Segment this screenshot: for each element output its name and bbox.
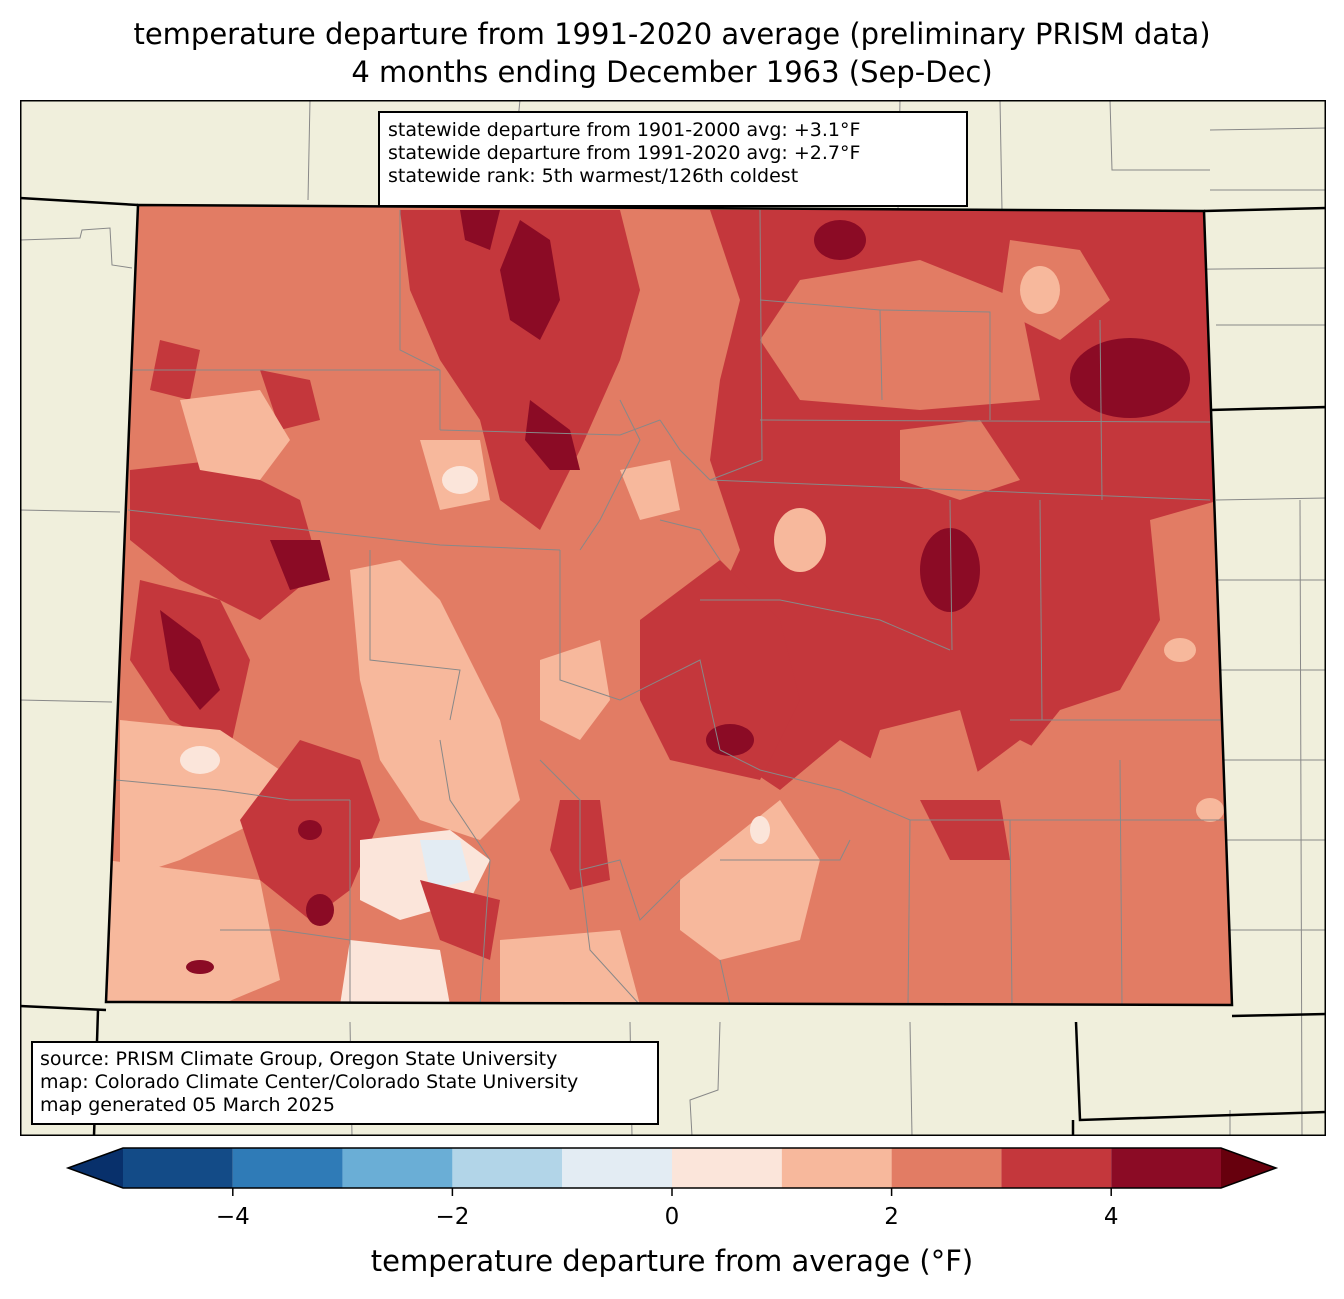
colorbar-tick-label: −4 (215, 1204, 250, 1230)
statewide-stats-box: statewide departure from 1901-2000 avg: … (378, 111, 968, 207)
colorbar-bin (452, 1148, 563, 1188)
state-boundaries (20, 196, 1326, 1136)
colorado-border (104, 203, 1234, 1007)
map-title-line-1: temperature departure from 1991-2020 ave… (133, 17, 1211, 51)
colorado-temperature-map (20, 100, 1326, 1136)
colorbar-tick-label: −2 (435, 1204, 470, 1230)
colorbar-outline (65, 1147, 1279, 1189)
map-frame (20, 100, 1326, 1136)
colorbar-label: temperature departure from average (°F) (370, 1244, 974, 1278)
credits-line-3: map generated 05 March 2025 (40, 1094, 335, 1116)
colorbar-tick-label: 4 (1103, 1204, 1119, 1230)
colorbar-bin (1001, 1148, 1112, 1188)
temperature-contours (106, 205, 1232, 1005)
credits-line-2: map: Colorado Climate Center/Colorado St… (40, 1071, 579, 1093)
colorbar-bin (672, 1148, 782, 1188)
colorbar-bin (232, 1148, 343, 1188)
colorbar-bin (562, 1148, 672, 1188)
credits-line-1: source: PRISM Climate Group, Oregon Stat… (40, 1048, 558, 1070)
colorbar-bin (342, 1148, 453, 1188)
map-title-line-2: 4 months ending December 1963 (Sep-Dec) (351, 55, 993, 89)
colorbar (65, 1147, 1279, 1196)
colorbar-tick-label: 2 (884, 1204, 899, 1230)
credits-box: source: PRISM Climate Group, Oregon Stat… (31, 1041, 659, 1125)
colorbar-bin (781, 1148, 892, 1188)
colorbar-tick-label: 0 (664, 1204, 680, 1230)
stats-line-1: statewide departure from 1901-2000 avg: … (388, 119, 861, 141)
colorbar-bin (123, 1148, 233, 1188)
stats-line-2: statewide departure from 1991-2020 avg: … (388, 142, 861, 164)
colorbar-over-extension (1221, 1148, 1276, 1188)
stats-line-3: statewide rank: 5th warmest/126th coldes… (388, 165, 799, 187)
county-lines (115, 209, 1230, 1005)
colorbar-under-extension (68, 1148, 123, 1188)
colorbar-bin (1111, 1148, 1221, 1188)
colorbar-bin (891, 1148, 1002, 1188)
